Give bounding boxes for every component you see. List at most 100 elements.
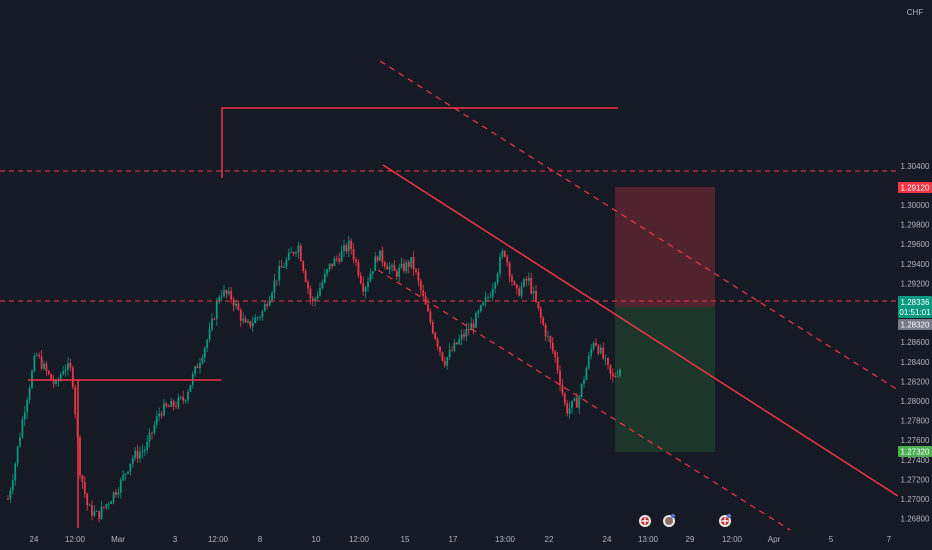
candle-body xyxy=(71,367,74,387)
candle-body xyxy=(362,283,365,292)
candle-body xyxy=(184,399,187,401)
candle-body xyxy=(559,370,561,385)
candle-body xyxy=(21,419,24,438)
candle-body xyxy=(321,282,324,289)
candle-body xyxy=(364,287,367,292)
short-position-tool[interactable] xyxy=(615,187,715,452)
candle-body xyxy=(611,373,614,377)
candle-body xyxy=(547,336,549,337)
candle-body xyxy=(203,347,206,358)
candle-body xyxy=(443,360,446,366)
candle-body xyxy=(515,284,518,289)
time-tick-label: 24 xyxy=(30,535,39,544)
candle-body xyxy=(388,266,391,270)
candle-body xyxy=(525,279,528,281)
candle-body xyxy=(508,262,511,277)
resistance-line[interactable] xyxy=(221,107,618,178)
candle-body xyxy=(244,318,247,323)
candle-body xyxy=(273,280,276,294)
candle-body xyxy=(590,348,593,356)
time-tick-label: 29 xyxy=(686,535,695,544)
candle-body xyxy=(148,432,151,442)
channel-middle-line[interactable] xyxy=(382,164,899,497)
candle-body xyxy=(134,450,137,458)
candle-body xyxy=(520,286,523,296)
candle-body xyxy=(153,425,156,433)
candle-body xyxy=(304,270,307,282)
candle-body xyxy=(455,342,458,345)
candle-body xyxy=(167,406,170,407)
candle-body xyxy=(249,321,252,327)
candle-body xyxy=(35,354,38,356)
candle-body xyxy=(107,503,110,505)
candle-body xyxy=(338,258,341,262)
candle-body xyxy=(271,293,273,301)
price-axis[interactable]: 1.304001.302001.300001.298001.296001.294… xyxy=(898,0,932,550)
candle-body xyxy=(19,437,21,447)
event-flag-icon[interactable] xyxy=(639,515,651,527)
candle-body xyxy=(441,351,444,361)
candle-body xyxy=(448,349,451,358)
candle-body xyxy=(247,321,249,323)
current-price-badge: 1.28336 01:51:01 xyxy=(898,296,932,318)
candle-body xyxy=(537,301,540,309)
candle-body xyxy=(14,463,17,481)
candle-body xyxy=(494,282,497,289)
candle-body xyxy=(477,311,480,314)
candle-body xyxy=(374,256,377,272)
candle-body xyxy=(211,318,213,329)
price-tick-label: 1.27800 xyxy=(901,417,930,426)
drawings-layer[interactable] xyxy=(0,60,899,531)
candle-body xyxy=(314,298,317,302)
candle-body xyxy=(98,510,101,519)
candle-body xyxy=(323,273,326,283)
candle-body xyxy=(446,357,449,366)
entry-level-badge: 1.28320 xyxy=(898,319,932,330)
current-price-value: 1.28336 xyxy=(901,298,930,307)
candle-body xyxy=(307,281,309,289)
candle-body xyxy=(158,413,161,417)
candle-body xyxy=(177,397,180,407)
candle-body xyxy=(155,416,158,426)
candle-body xyxy=(7,499,9,500)
event-flag-icon-2[interactable] xyxy=(719,513,732,527)
candle-body xyxy=(403,263,405,272)
candle-body xyxy=(187,391,189,400)
candle-body xyxy=(218,297,221,302)
economic-events[interactable] xyxy=(639,513,732,527)
time-axis[interactable]: 24 12:00 Mar 3 12:00 8 10 12:00 15 17 13:00 22 24 13:… xyxy=(30,535,892,544)
candle-body xyxy=(511,276,513,282)
candle-body xyxy=(182,396,185,401)
candle-body xyxy=(475,313,477,328)
candle-body xyxy=(95,510,98,512)
candle-body xyxy=(465,328,468,337)
time-tick-label: 7 xyxy=(887,535,892,544)
candle-body xyxy=(530,277,533,294)
candle-body xyxy=(38,354,41,357)
candle-body xyxy=(275,280,278,282)
price-tick-label: 1.28200 xyxy=(901,377,930,386)
candle-body xyxy=(326,269,329,274)
time-tick-label: 5 xyxy=(829,535,834,544)
time-tick-label: 13:00 xyxy=(495,535,516,544)
channel-lower-line[interactable] xyxy=(377,269,791,531)
candle-body xyxy=(163,403,165,416)
time-tick-label: 12:00 xyxy=(65,535,86,544)
candle-body xyxy=(297,245,300,253)
candle-body xyxy=(489,296,492,298)
candle-body xyxy=(436,338,439,347)
candle-body xyxy=(143,449,146,452)
candle-body xyxy=(129,463,132,472)
candle-body xyxy=(551,342,554,352)
channel-upper-line[interactable] xyxy=(379,60,899,391)
candle-body xyxy=(470,323,473,331)
candle-body xyxy=(112,492,115,502)
candle-body xyxy=(343,245,345,251)
candle-body xyxy=(482,302,485,306)
candle-body xyxy=(64,369,67,371)
candle-body xyxy=(146,441,149,450)
candle-body xyxy=(345,245,348,252)
candle-body xyxy=(280,266,283,268)
event-dividend-icon[interactable] xyxy=(663,513,676,527)
